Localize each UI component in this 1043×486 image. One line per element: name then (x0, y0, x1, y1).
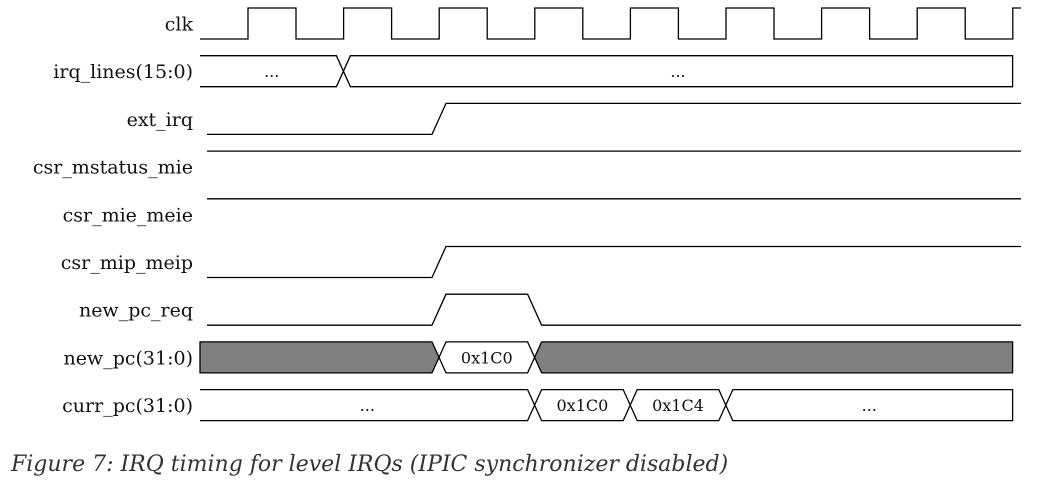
bus-value-irq-lines-15-0-0: ... (264, 62, 279, 81)
signal-label-new-pc-req: new_pc_req (79, 300, 193, 322)
signal-label-irq-lines-15-0: irq_lines(15:0) (53, 61, 193, 83)
waveform-new-pc-req (207, 293, 1021, 326)
waveform-clk (200, 7, 1021, 40)
signal-label-new-pc-31-0: new_pc(31:0) (63, 347, 193, 369)
bus-segment-curr-pc-31-0-3 (725, 388, 1014, 422)
bus-value-irq-lines-15-0-1: ... (670, 62, 685, 81)
signal-labels: clk irq_lines(15:0) ext_irq csr_mstatus_mie… (33, 14, 194, 418)
bus-value-curr-pc-31-0-1: 0x1C0 (556, 396, 608, 415)
signal-label-csr-mstatus-mie: csr_mstatus_mie (33, 157, 193, 179)
signal-label-csr-mip-meip: csr_mip_meip (61, 252, 193, 274)
figure-caption: Figure 7: IRQ timing for level IRQs (IPI… (11, 452, 729, 477)
bus-value-curr-pc-31-0-2: 0x1C4 (652, 396, 704, 415)
signal-label-curr-pc-31-0: curr_pc(31:0) (62, 395, 193, 417)
bus-values: ... ... 0x1C0... 0x1C0 0x1C4... (264, 62, 877, 415)
signal-label-clk: clk (165, 14, 194, 36)
bus-segment-new-pc-31-0-0 (199, 341, 440, 374)
bus-value-new-pc-31-0-1: 0x1C0 (461, 348, 513, 367)
bus-segment-irq-lines-15-0-1 (342, 55, 1014, 88)
signal-waveforms (199, 7, 1021, 422)
bus-value-curr-pc-31-0-0: ... (360, 396, 375, 415)
signal-label-csr-mie-meie: csr_mie_meie (63, 204, 193, 226)
bus-segment-new-pc-31-0-2 (533, 341, 1014, 374)
signal-label-ext-irq: ext_irq (127, 109, 193, 131)
waveform-ext-irq (207, 102, 1021, 136)
bus-value-curr-pc-31-0-3: ... (862, 396, 877, 415)
waveform-csr-mip-meip (207, 245, 1021, 279)
